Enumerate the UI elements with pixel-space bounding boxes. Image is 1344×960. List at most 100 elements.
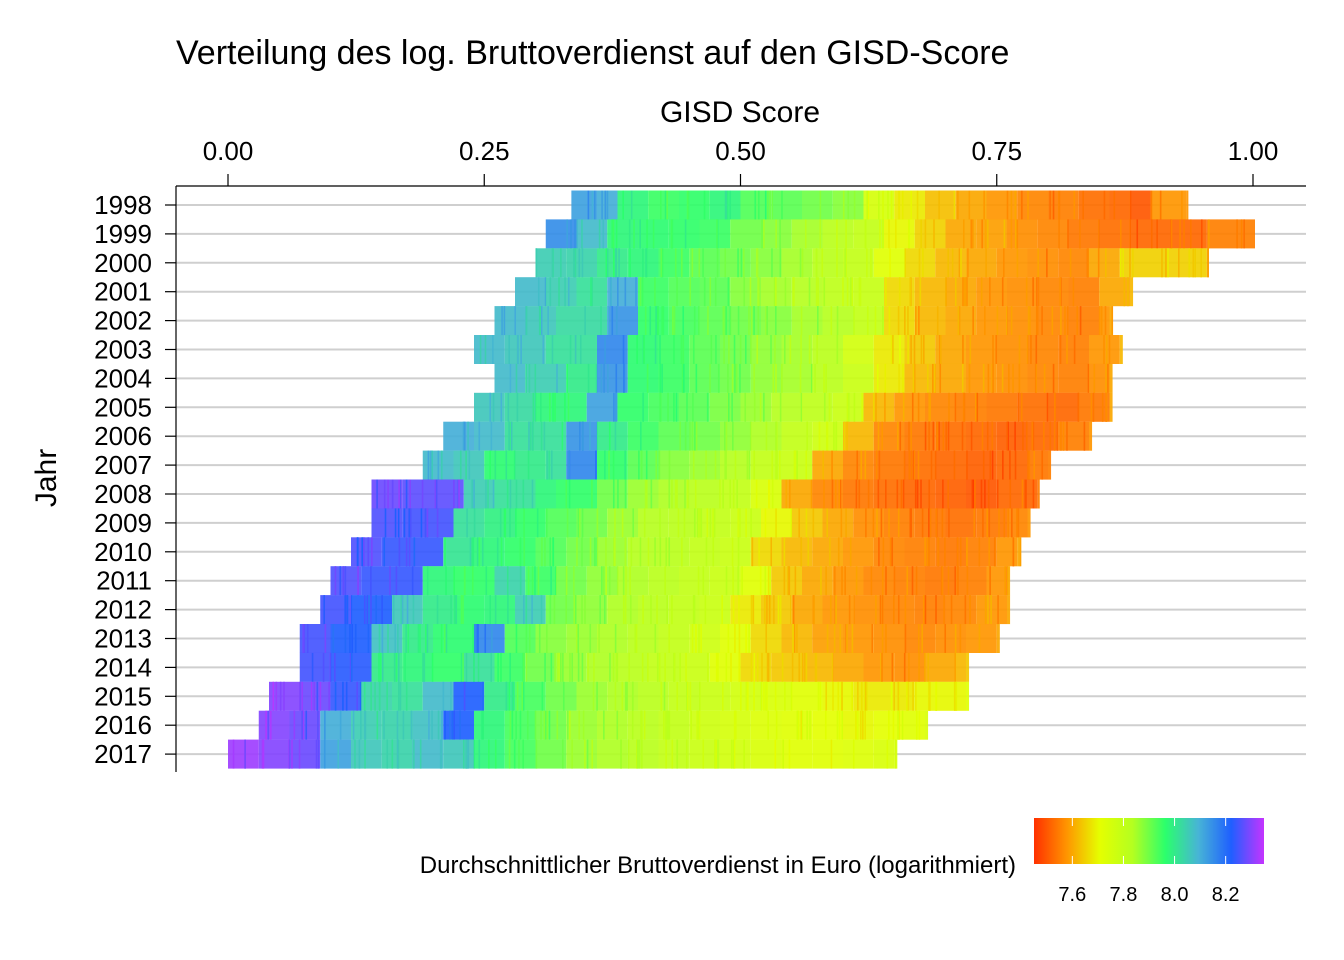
heatmap-tick bbox=[898, 190, 900, 220]
heatmap-tick bbox=[915, 566, 918, 596]
heatmap-tick bbox=[631, 710, 634, 740]
heatmap-tick bbox=[1083, 421, 1086, 451]
heatmap-tick bbox=[368, 595, 370, 625]
heatmap-tick bbox=[515, 624, 518, 653]
heatmap-tick bbox=[638, 739, 641, 769]
heatmap-tick bbox=[706, 508, 709, 538]
heatmap-row-2000 bbox=[535, 248, 1209, 278]
heatmap-tick bbox=[520, 335, 522, 364]
heatmap-tick bbox=[1035, 335, 1038, 364]
heatmap-tick bbox=[528, 421, 530, 451]
heatmap-cell bbox=[720, 739, 751, 769]
heatmap-tick bbox=[835, 421, 837, 451]
heatmap-tick bbox=[569, 710, 571, 740]
heatmap-cell bbox=[945, 508, 977, 538]
heatmap-tick bbox=[707, 306, 709, 336]
heatmap-tick bbox=[594, 537, 596, 567]
heatmap-tick bbox=[671, 739, 674, 769]
heatmap-tick bbox=[745, 624, 747, 653]
heatmap-tick bbox=[846, 277, 849, 307]
heatmap-tick bbox=[609, 277, 612, 307]
heatmap-tick bbox=[895, 219, 897, 249]
heatmap-tick bbox=[621, 681, 624, 711]
heatmap-cell bbox=[658, 450, 690, 480]
y-tick-label: 2003 bbox=[94, 335, 152, 365]
heatmap-cell bbox=[843, 363, 874, 393]
heatmap-tick bbox=[1073, 335, 1076, 364]
heatmap-tick bbox=[829, 537, 831, 567]
heatmap-tick bbox=[641, 710, 643, 740]
heatmap-tick bbox=[275, 681, 278, 711]
heatmap-cell bbox=[545, 681, 577, 711]
heatmap-cell bbox=[730, 219, 761, 249]
heatmap-row-2016 bbox=[258, 710, 929, 740]
heatmap-tick bbox=[578, 248, 581, 278]
heatmap-tick bbox=[753, 363, 756, 393]
heatmap-tick bbox=[315, 739, 318, 769]
heatmap-tick bbox=[612, 652, 615, 682]
heatmap-tick bbox=[323, 595, 325, 625]
heatmap-tick bbox=[1008, 363, 1010, 393]
heatmap-tick bbox=[705, 450, 707, 480]
heatmap-tick bbox=[1014, 450, 1017, 480]
heatmap-tick bbox=[783, 335, 786, 364]
heatmap-tick bbox=[1167, 248, 1169, 278]
heatmap-tick bbox=[698, 624, 700, 653]
x-tick-label: 1.00 bbox=[1228, 136, 1279, 166]
heatmap-tick bbox=[738, 652, 741, 682]
heatmap-tick bbox=[465, 739, 467, 769]
heatmap-tick bbox=[328, 681, 330, 711]
heatmap-tick bbox=[344, 595, 347, 625]
heatmap-tick bbox=[668, 450, 671, 480]
heatmap-tick bbox=[654, 335, 657, 364]
heatmap-tick bbox=[492, 335, 494, 364]
heatmap-tick bbox=[765, 306, 767, 336]
heatmap-tick bbox=[984, 306, 986, 336]
heatmap-cell bbox=[1007, 566, 1011, 596]
heatmap-tick bbox=[748, 306, 750, 336]
heatmap-tick bbox=[904, 624, 907, 653]
heatmap-tick bbox=[775, 363, 777, 393]
heatmap-tick bbox=[749, 277, 752, 307]
heatmap-tick bbox=[623, 363, 626, 393]
heatmap-tick bbox=[630, 190, 633, 220]
heatmap-tick bbox=[404, 652, 406, 682]
heatmap-cell bbox=[556, 306, 608, 336]
heatmap-tick bbox=[466, 508, 468, 538]
heatmap-tick bbox=[523, 595, 525, 625]
heatmap-tick bbox=[751, 537, 754, 567]
heatmap-tick bbox=[837, 537, 840, 567]
heatmap-tick bbox=[943, 595, 945, 625]
heatmap-tick bbox=[928, 508, 930, 538]
heatmap-cell bbox=[843, 335, 874, 364]
heatmap-cell bbox=[761, 595, 792, 625]
heatmap-tick bbox=[918, 710, 921, 740]
heatmap-cell bbox=[914, 219, 946, 249]
heatmap-tick bbox=[663, 710, 665, 740]
heatmap-tick bbox=[489, 595, 492, 625]
heatmap-tick bbox=[518, 739, 520, 769]
heatmap-tick bbox=[581, 508, 584, 538]
heatmap-tick bbox=[437, 710, 440, 740]
heatmap-tick bbox=[696, 710, 698, 740]
heatmap-tick bbox=[937, 421, 939, 451]
heatmap-tick bbox=[622, 190, 624, 220]
heatmap-tick bbox=[554, 392, 556, 422]
heatmap-tick bbox=[1136, 219, 1139, 249]
heatmap-tick bbox=[897, 421, 899, 451]
heatmap-cell bbox=[812, 739, 843, 769]
heatmap-tick bbox=[467, 421, 469, 451]
heatmap-cell bbox=[617, 652, 649, 682]
heatmap-tick bbox=[826, 624, 829, 653]
heatmap-tick bbox=[652, 219, 655, 249]
heatmap-tick bbox=[515, 479, 518, 509]
heatmap-cell bbox=[966, 450, 997, 480]
heatmap-tick bbox=[591, 479, 593, 509]
heatmap-tick bbox=[272, 681, 275, 711]
heatmap-tick bbox=[523, 652, 525, 682]
heatmap-tick bbox=[858, 479, 861, 509]
heatmap-cell bbox=[658, 624, 690, 653]
heatmap-cell bbox=[474, 335, 505, 364]
heatmap-tick bbox=[587, 652, 589, 682]
heatmap-tick bbox=[386, 739, 389, 769]
